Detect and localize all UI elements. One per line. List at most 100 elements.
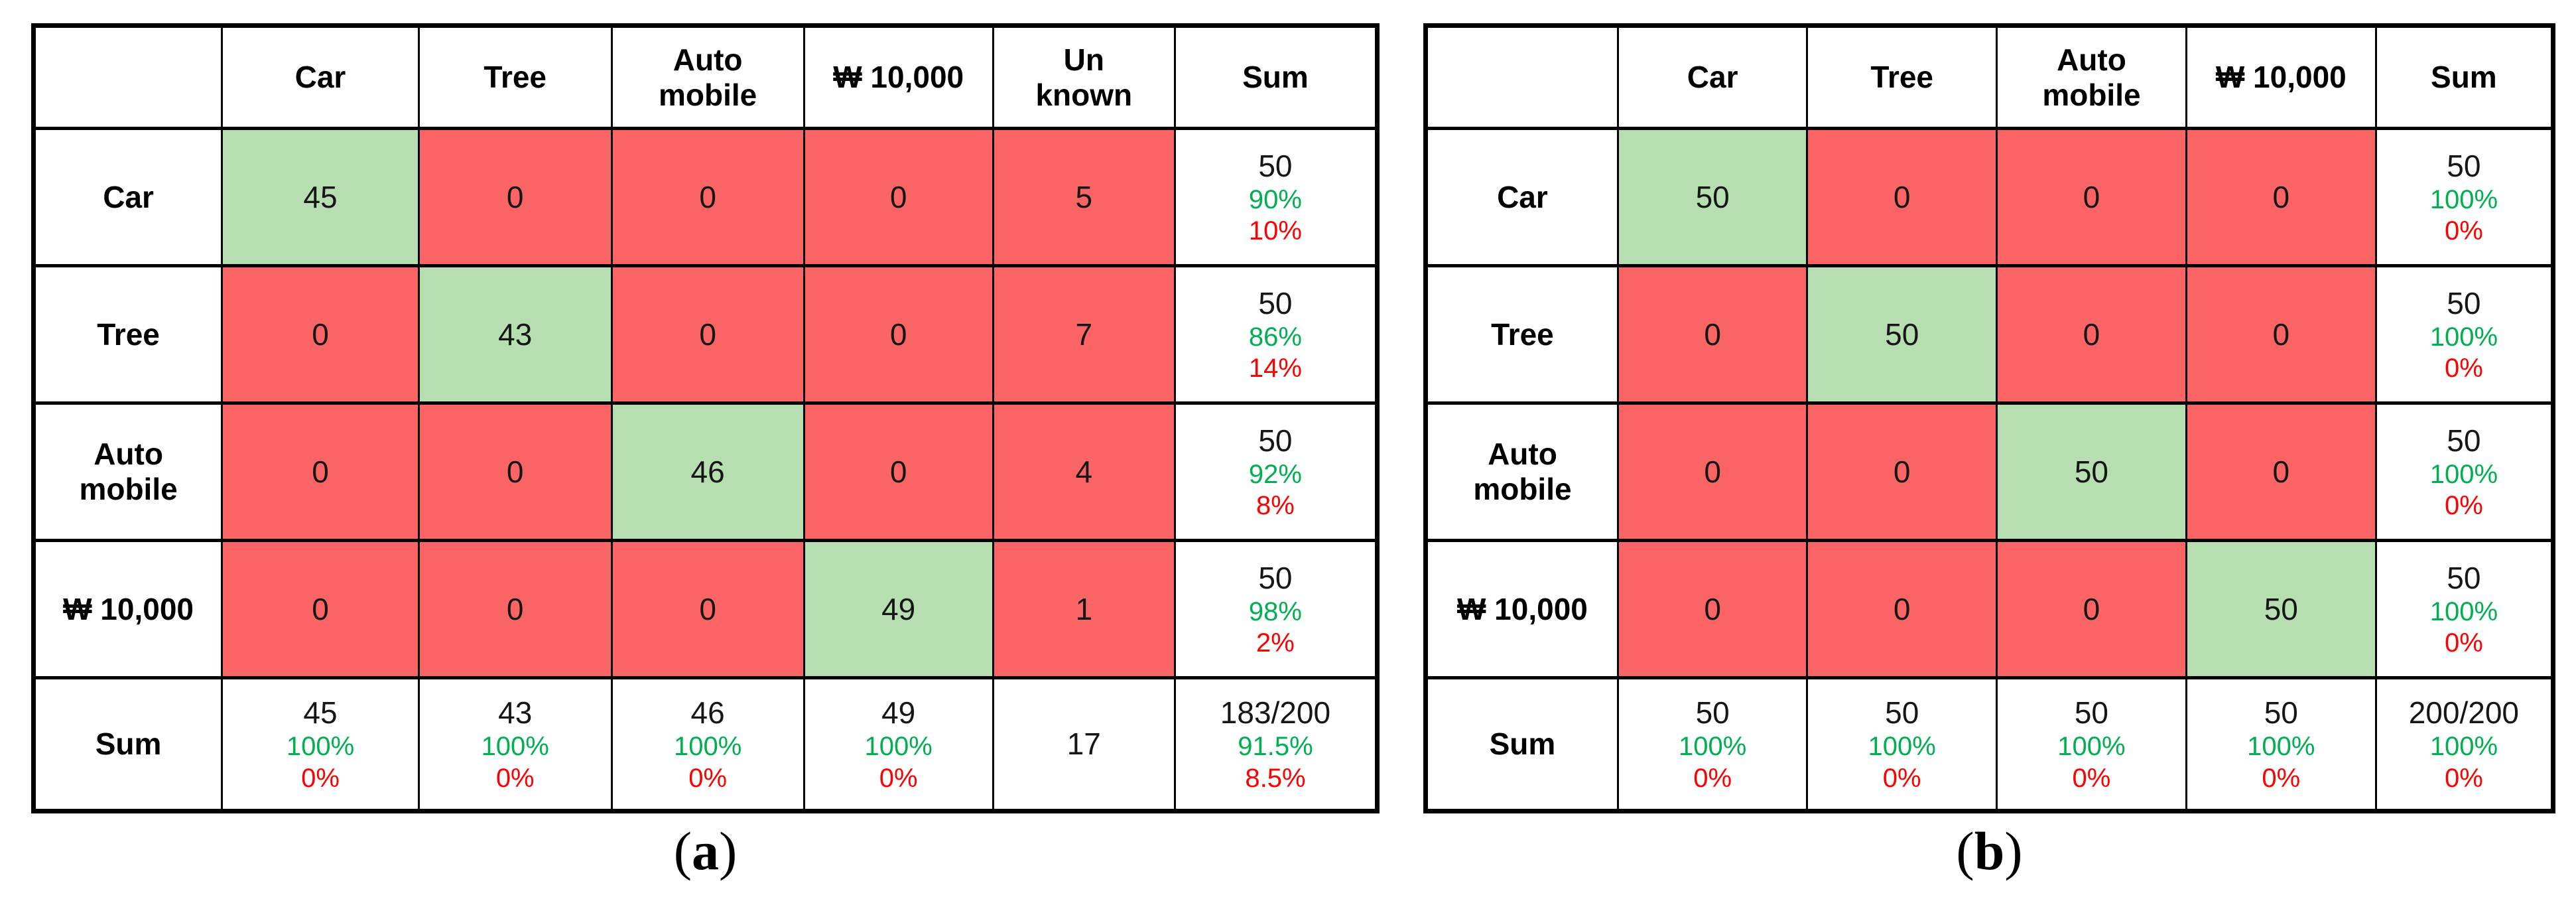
row-header: ₩ 10,000 (1425, 539, 1619, 679)
confusion-matrix-a-container: Car Tree Auto mobile ₩ 10,000 Un known Sum Car… (31, 23, 1380, 813)
sum-value: 50 (1258, 560, 1293, 595)
row-sum-cell: 50 100% 0% (2374, 264, 2555, 405)
error-pct: 14% (1248, 354, 1302, 384)
cell-value: 0 (312, 454, 329, 489)
cell-value: 1 (1075, 592, 1093, 626)
correct-pct: 100% (2429, 184, 2498, 214)
matrix-cell-miss: 0 (1806, 401, 1998, 542)
cell-value: 0 (1704, 317, 1721, 352)
row-header: Tree (32, 264, 224, 405)
cell-value: 50 (2264, 592, 2298, 626)
matrix-cell-correct: 49 (803, 539, 994, 679)
sum-value: 200/200 (2408, 695, 2519, 731)
error-pct: 10% (1248, 216, 1302, 246)
error-pct: 0% (1693, 763, 1732, 793)
cell-value: 0 (2083, 317, 2100, 352)
column-header: Car (221, 24, 420, 130)
matrix-cell-miss: 0 (803, 127, 994, 267)
matrix-cell-correct: 50 (1806, 264, 1998, 405)
error-pct: 0% (2444, 491, 2483, 521)
column-header: Auto mobile (1995, 24, 2187, 130)
cell-value: 0 (1704, 454, 1721, 489)
corner-cell (32, 24, 224, 130)
cell-value: 0 (1704, 592, 1721, 626)
cell-value: 50 (1695, 180, 1730, 214)
correct-pct: 92% (1248, 459, 1302, 489)
matrix-cell-miss: 0 (221, 264, 420, 405)
column-sum-cell: 50 100% 0% (1616, 676, 1809, 813)
correct-pct: 100% (1868, 732, 1936, 762)
matrix-cell-miss: 0 (417, 127, 613, 267)
row-sum-cell: 50 100% 0% (2374, 401, 2555, 542)
matrix-cell-correct: 46 (610, 401, 805, 542)
figure-caption-b: (b) (1423, 821, 2555, 881)
caption-a-letter: a (692, 821, 719, 881)
cell-value: 4 (1075, 454, 1093, 489)
error-pct: 0% (495, 763, 535, 793)
column-sum-cell: 45 100% 0% (221, 676, 420, 813)
column-sum-cell: 50 100% 0% (1806, 676, 1998, 813)
cell-value: 0 (312, 592, 329, 626)
matrix-cell-miss: 5 (992, 127, 1176, 267)
matrix-cell-miss: 0 (221, 539, 420, 679)
matrix-cell-miss: 0 (417, 401, 613, 542)
column-sum-cell: 50 100% 0% (2185, 676, 2377, 813)
column-header: ₩ 10,000 (803, 24, 994, 130)
matrix-cell-miss: 0 (1806, 127, 1998, 267)
matrix-cell-miss: 0 (221, 401, 420, 542)
cell-value: 0 (506, 180, 524, 214)
sum-value: 46 (690, 695, 725, 731)
matrix-cell-miss: 0 (1616, 539, 1809, 679)
error-pct: 0% (879, 763, 918, 793)
matrix-cell-correct: 50 (1995, 401, 2187, 542)
row-header: Car (1425, 127, 1619, 267)
error-pct: 0% (2444, 216, 2483, 246)
correct-pct: 100% (1679, 732, 1747, 762)
correct-pct: 91.5% (1238, 732, 1313, 762)
caption-b-close: ) (2004, 821, 2023, 881)
cell-value: 0 (699, 592, 716, 626)
row-header: Auto mobile (1425, 401, 1619, 542)
column-sum-cell: 49 100% 0% (803, 676, 994, 813)
column-header: Tree (1806, 24, 1998, 130)
cell-value: 45 (303, 180, 338, 214)
caption-b-open: ( (1956, 821, 1974, 881)
matrix-cell-miss: 0 (803, 401, 994, 542)
column-header: Sum (2374, 24, 2555, 130)
error-pct: 8.5% (1245, 763, 1306, 793)
column-header: Car (1616, 24, 1809, 130)
grand-sum-cell: 200/200 100% 0% (2374, 676, 2555, 813)
row-header: Car (32, 127, 224, 267)
cell-value: 50 (2074, 454, 2109, 489)
matrix-cell-miss: 0 (1616, 401, 1809, 542)
matrix-cell-correct: 43 (417, 264, 613, 405)
cell-value: 0 (889, 180, 907, 214)
cell-value: 0 (1893, 180, 1911, 214)
column-sum-cell: 43 100% 0% (417, 676, 613, 813)
matrix-cell-miss: 0 (1616, 264, 1809, 405)
error-pct: 0% (688, 763, 728, 793)
cell-value: 49 (881, 592, 916, 626)
column-sum-cell: 46 100% 0% (610, 676, 805, 813)
caption-a-close: ) (719, 821, 738, 881)
column-sum-cell: 50 100% 0% (1995, 676, 2187, 813)
cell-value: 43 (498, 317, 533, 352)
sum-value: 50 (1258, 285, 1293, 320)
row-sum-cell: 50 90% 10% (1173, 127, 1379, 267)
row-sum-cell: 50 86% 14% (1173, 264, 1379, 405)
column-header: Sum (1173, 24, 1379, 130)
cell-value: 50 (1885, 317, 1919, 352)
row-sum-cell: 50 100% 0% (2374, 127, 2555, 267)
sum-value: 50 (2447, 148, 2481, 183)
figure-caption-a: (a) (31, 821, 1380, 881)
matrix-cell-miss: 0 (803, 264, 994, 405)
matrix-cell-miss: 0 (610, 539, 805, 679)
cell-value: 0 (699, 317, 716, 352)
cell-value: 0 (312, 317, 329, 352)
matrix-cell-miss: 0 (1995, 264, 2187, 405)
correct-pct: 98% (1248, 596, 1302, 626)
sum-value: 50 (1885, 695, 1919, 731)
cell-value: 0 (1893, 592, 1911, 626)
matrix-cell-miss: 7 (992, 264, 1176, 405)
